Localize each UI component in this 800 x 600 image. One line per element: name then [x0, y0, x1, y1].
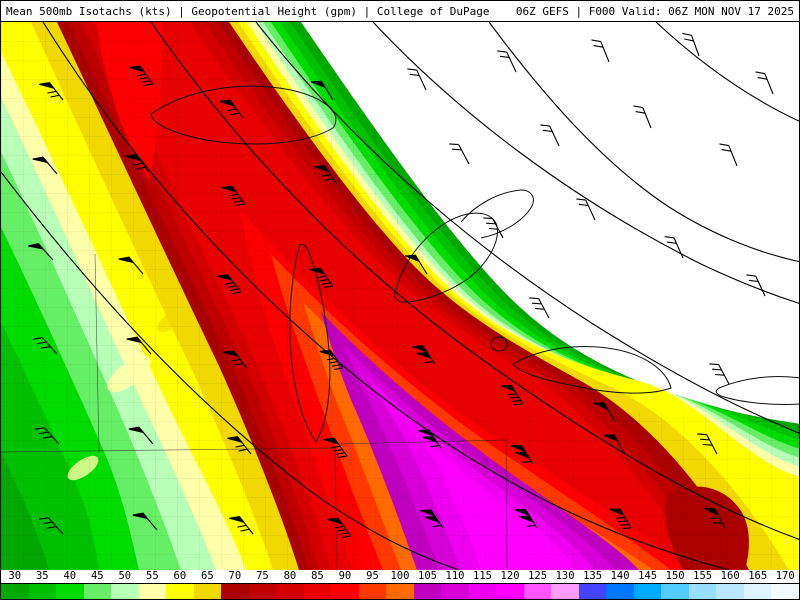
model-valid-time: 06Z GEFS | F000 Valid: 06Z MON NOV 17 20…	[515, 4, 794, 18]
colorbar-cell	[331, 584, 359, 599]
height-contour-layer	[1, 22, 799, 570]
georgian-bay-outline	[460, 189, 534, 239]
colorbar-cell	[771, 584, 799, 599]
colorbar-tick-label: 140	[610, 570, 630, 582]
colorbar-tick-label: 105	[418, 570, 437, 582]
colorbar-tick-label: 145	[638, 570, 658, 582]
colorbar-tick-label: 115	[473, 570, 492, 582]
colorbar-tick-label: 150	[665, 570, 685, 582]
colorbar-tick-label: 95	[366, 570, 379, 582]
colorbar-cell	[1, 584, 29, 599]
colorbar-cell	[221, 584, 249, 599]
colorbar-cell	[743, 584, 772, 599]
colorbar-cell	[523, 584, 552, 599]
colorbar-tick-label: 170	[775, 570, 795, 582]
colorbar-cell	[358, 584, 387, 599]
colorbar-cell	[606, 584, 634, 599]
colorbar-cell	[166, 584, 194, 599]
colorbar-cell	[138, 584, 167, 599]
colorbar-cell	[496, 584, 524, 599]
colorbar-tick-label: 50	[118, 570, 132, 582]
colorbar-tick-label: 35	[35, 570, 49, 582]
colorbar-cell	[551, 584, 579, 599]
colorbar-cell	[83, 584, 112, 599]
colorbar-cell	[468, 584, 497, 599]
title-bar: Mean 500mb Isotachs (kts) | Geopotential…	[1, 1, 799, 22]
colorbar-cell	[111, 584, 139, 599]
colorbar-tick-label: 45	[90, 570, 104, 582]
colorbar-tick-label: 55	[146, 570, 159, 582]
colorbar	[1, 583, 799, 599]
colorbar-cell	[633, 584, 662, 599]
colorbar-cell	[661, 584, 689, 599]
colorbar-tick-label: 40	[63, 570, 77, 582]
colorbar-tick-label: 30	[8, 570, 22, 582]
colorbar-cell	[688, 584, 717, 599]
map-area	[1, 22, 799, 570]
colorbar-cell	[248, 584, 277, 599]
colorbar-cell	[716, 584, 744, 599]
colorbar-tick-label: 155	[693, 570, 713, 582]
lake-ontario-outline	[715, 376, 799, 406]
colorbar-tick-label: 120	[500, 570, 520, 582]
colorbar-tick-label: 130	[555, 570, 575, 582]
colorbar-cell	[441, 584, 469, 599]
lake-outline-layer	[150, 85, 799, 443]
lake-st-clair-outline	[490, 336, 508, 352]
colorbar-tick-label: 165	[748, 570, 768, 582]
colorbar-tick-label: 70	[228, 570, 242, 582]
colorbar-tick-label: 110	[445, 570, 465, 582]
colorbar-tick-label: 65	[201, 570, 214, 582]
colorbar-labels: 30 35 40 45 50 55 60 65 70 75 80 85 90 95 100 105 110 115…	[1, 570, 799, 583]
lake-michigan-outline	[289, 243, 331, 443]
colorbar-tick-label: 80	[283, 570, 297, 582]
colorbar-cell	[386, 584, 414, 599]
lake-erie-outline	[512, 345, 672, 394]
colorbar-tick-label: 125	[528, 570, 548, 582]
colorbar-tick-label: 100	[390, 570, 410, 582]
isotach-map-svg	[1, 22, 799, 570]
product-title: Mean 500mb Isotachs (kts) | Geopotential…	[6, 4, 490, 18]
colorbar-cell	[56, 584, 84, 599]
colorbar-tick-label: 135	[583, 570, 603, 582]
lake-superior-outline	[150, 85, 337, 145]
colorbar-tick-label: 90	[338, 570, 352, 582]
colorbar-tick-label: 60	[173, 570, 187, 582]
colorbar-cell	[28, 584, 57, 599]
colorbar-cell	[276, 584, 304, 599]
colorbar-cell	[193, 584, 222, 599]
colorbar-tick-label: 75	[256, 570, 269, 582]
lake-huron-outline	[393, 212, 498, 303]
colorbar-tick-label: 85	[311, 570, 324, 582]
colorbar-tick-label: 160	[720, 570, 740, 582]
colorbar-cell	[303, 584, 332, 599]
colorbar-cell	[578, 584, 607, 599]
colorbar-cell	[413, 584, 442, 599]
